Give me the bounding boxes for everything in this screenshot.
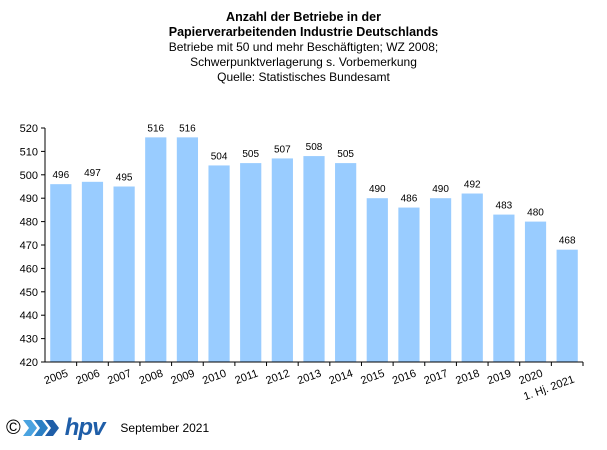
footer: © hpv September 2021 (6, 414, 209, 442)
chart-title: Anzahl der Betriebe in der (226, 10, 381, 24)
bar-value-label: 480 (527, 208, 544, 219)
y-tick-label: 440 (20, 310, 38, 322)
x-tick-label: 2010 (201, 368, 228, 388)
y-tick-label: 460 (20, 263, 38, 275)
bar (429, 198, 452, 362)
y-tick-label: 500 (20, 170, 38, 182)
x-tick-label: 2012 (264, 368, 291, 388)
bar (366, 198, 388, 362)
bar (208, 165, 230, 362)
bar-value-label: 504 (211, 151, 228, 162)
y-tick-label: 510 (20, 146, 38, 158)
x-tick-label: 2015 (359, 368, 386, 388)
chart-subtitle-1: Betriebe mit 50 und mehr Beschäftigten; … (168, 40, 439, 54)
y-tick-label: 520 (20, 123, 38, 135)
bar-value-label: 507 (274, 144, 291, 155)
y-tick-label: 450 (20, 287, 38, 299)
y-tick-label: 490 (20, 193, 38, 205)
y-tick-label: 470 (20, 240, 38, 252)
chart-subtitle-3: Quelle: Statistisches Bundesamt (217, 70, 390, 84)
bar-value-label: 496 (52, 170, 69, 181)
x-tick-label: 2008 (138, 368, 165, 388)
bar (81, 181, 104, 362)
x-tick-label: 2016 (391, 368, 418, 388)
bar-value-label: 492 (464, 180, 481, 191)
bar (398, 207, 420, 362)
bar (50, 184, 72, 362)
bar-value-label: 505 (337, 149, 354, 160)
bar-value-label: 486 (401, 194, 418, 205)
bar (176, 137, 199, 362)
y-tick-label: 430 (20, 334, 38, 346)
bar (240, 163, 262, 362)
bar (524, 221, 547, 362)
chart-titles: Anzahl der Betriebe in der Papierverarbe… (0, 10, 607, 85)
bar-value-label: 516 (147, 123, 164, 134)
bar-value-label: 490 (369, 184, 386, 195)
copyright-symbol: © (6, 417, 21, 439)
x-tick-label: 2013 (296, 368, 323, 388)
bar (493, 214, 515, 362)
x-tick-label: 2017 (423, 368, 450, 388)
y-tick-label: 420 (20, 357, 38, 369)
bar-value-label: 505 (242, 149, 259, 160)
x-tick-label: 2011 (233, 368, 259, 387)
bar (556, 249, 578, 362)
bar (461, 193, 483, 362)
x-tick-label: 2009 (169, 368, 196, 388)
bar-value-label: 468 (559, 236, 576, 247)
bar-value-label: 497 (84, 168, 101, 179)
chart-subtitle-2: Schwerpunktverlagerung s. Vorbemerkung (190, 55, 417, 69)
chart-title-line2: Papierverarbeitenden Industrie Deutschla… (168, 25, 439, 39)
bar (145, 137, 167, 362)
x-tick-label: 2014 (328, 368, 355, 388)
bar-value-label: 490 (432, 184, 449, 195)
bar-value-label: 495 (116, 173, 133, 184)
x-tick-label: 2005 (43, 368, 70, 388)
x-tick-label: 2019 (486, 368, 513, 388)
y-tick-label: 480 (20, 217, 38, 229)
bar (113, 186, 135, 362)
bar (335, 163, 357, 362)
bar (271, 158, 293, 362)
x-tick-label: 2006 (74, 368, 101, 388)
x-tick-label: 2007 (106, 368, 133, 388)
bar-value-label: 508 (306, 142, 323, 153)
bar (303, 156, 325, 362)
bar-value-label: 483 (496, 201, 513, 212)
hpv-logo-text: hpv (64, 414, 106, 441)
x-tick-label: 2018 (454, 368, 481, 388)
footer-date: September 2021 (120, 421, 210, 435)
bar-value-label: 516 (179, 123, 196, 134)
hpv-logo-arrows-icon (22, 420, 59, 436)
